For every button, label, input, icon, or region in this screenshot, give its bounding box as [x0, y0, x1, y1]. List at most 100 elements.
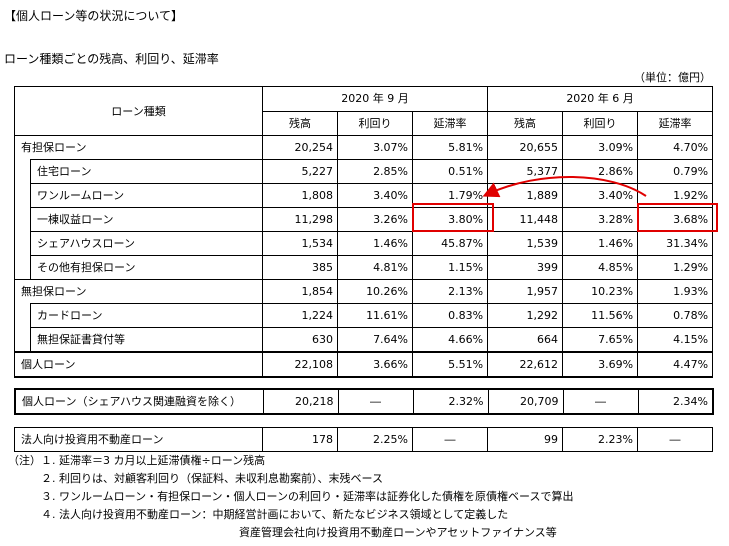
table-row: シェアハウスローン 1,534 1.46% 45.87% 1,539 1.46% 31.34… — [14, 231, 714, 256]
cell: 22,612 — [487, 351, 564, 378]
note-line: 資産管理会社向け投資用不動産ローンやアセットファイナンス等 — [8, 526, 557, 539]
cell: 2.25% — [337, 427, 413, 452]
cell: 7.64% — [337, 327, 414, 352]
cell: ― — [562, 389, 638, 414]
cell: 0.79% — [637, 159, 714, 184]
row-label: その他有担保ローン — [29, 255, 264, 280]
cell: 4.70% — [637, 135, 714, 160]
header-period-1: 2020 年 9 月 — [262, 86, 489, 112]
header-period-2: 2020 年 6 月 — [487, 86, 714, 112]
cell: 11,448 — [487, 207, 564, 232]
cell: 1.46% — [562, 231, 639, 256]
table-row: 法人向け投資用不動産ローン 178 2.25% ― 99 2.23% ― — [15, 427, 713, 452]
cell: 1,808 — [262, 183, 339, 208]
cell: 45.87% — [412, 231, 489, 256]
cell: 5.51% — [412, 351, 489, 378]
page-title: 【個人ローン等の状況について】 — [4, 9, 184, 23]
cell: 399 — [487, 255, 564, 280]
cell: 2.34% — [637, 389, 713, 414]
cell: 3.40% — [562, 183, 639, 208]
header-col: 利回り — [337, 110, 414, 136]
note-line: （注）１. 延滞率＝3 カ月以上延滞債権÷ローン残高 — [8, 454, 266, 467]
cell: 99 — [487, 427, 563, 452]
cell: 2.23% — [562, 427, 638, 452]
cell: 3.80% — [412, 207, 489, 232]
table-row: 無担保証書貸付等 630 7.64% 4.66% 664 7.65% 4.15% — [14, 327, 714, 352]
loan-status-table: ローン種類 2020 年 9 月 2020 年 6 月 残高 利回り 延滞率 残… — [13, 86, 714, 378]
cell: 1.46% — [337, 231, 414, 256]
cell: 3.07% — [337, 135, 414, 160]
row-label: 法人向け投資用不動産ローン — [21, 433, 164, 446]
cell: 664 — [487, 327, 564, 352]
header-col: 残高 — [487, 110, 564, 136]
cell: ― — [337, 389, 413, 414]
cell: 0.83% — [412, 303, 489, 328]
cell: 0.51% — [412, 159, 489, 184]
cell: 3.09% — [562, 135, 639, 160]
note-line: ２. 利回りは、対顧客利回り（保証料、未収利息勘案前）、末残ベース — [8, 472, 383, 485]
cell: 31.34% — [637, 231, 714, 256]
cell: 11,298 — [262, 207, 339, 232]
cell: 4.47% — [637, 351, 714, 378]
cell: ― — [412, 427, 488, 452]
cell: 11.61% — [337, 303, 414, 328]
cell: 20,655 — [487, 135, 564, 160]
cell: 7.65% — [562, 327, 639, 352]
cell: 3.40% — [337, 183, 414, 208]
header-col: 延滞率 — [637, 110, 714, 136]
cell: 20,218 — [262, 389, 338, 414]
excl-sharehouse-table: 個人ローン（シェアハウス関連融資を除く） 20,218 ― 2.32% 20,7… — [14, 388, 714, 415]
cell: 3.66% — [337, 351, 414, 378]
row-label: ワンルームローン — [29, 183, 264, 208]
cell: 4.81% — [337, 255, 414, 280]
row-label: 有担保ローン — [13, 135, 264, 160]
corporate-loan-table: 法人向け投資用不動産ローン 178 2.25% ― 99 2.23% ― — [14, 427, 713, 452]
cell: 1,534 — [262, 231, 339, 256]
unit-label: （単位：億円） — [634, 71, 711, 84]
row-label: 一棟収益ローン — [29, 207, 264, 232]
cell: 4.66% — [412, 327, 489, 352]
highlight-box-jun — [637, 203, 718, 232]
table-row: 一棟収益ローン 11,298 3.26% 3.80% 11,448 3.28% 3.68% — [14, 207, 714, 232]
table-row-total: 個人ローン 22,108 3.66% 5.51% 22,612 3.69% 4.47% — [13, 351, 714, 378]
row-label: 無担保ローン — [13, 279, 264, 304]
highlight-box-sep — [412, 203, 494, 232]
section-subtitle: ローン種類ごとの残高、利回り、延滞率 — [4, 52, 219, 66]
cell: 4.15% — [637, 327, 714, 352]
cell: ― — [637, 427, 713, 452]
cell: 3.26% — [337, 207, 414, 232]
header-col: 利回り — [562, 110, 639, 136]
row-label: 住宅ローン — [29, 159, 264, 184]
table-row: 無担保ローン 1,854 10.26% 2.13% 1,957 10.23% 1.93% — [13, 279, 714, 304]
cell: 1.15% — [412, 255, 489, 280]
cell: 10.23% — [562, 279, 639, 304]
cell: 11.56% — [562, 303, 639, 328]
cell: 3.28% — [562, 207, 639, 232]
cell: 5.81% — [412, 135, 489, 160]
cell: 3.68% — [637, 207, 714, 232]
cell: 0.78% — [637, 303, 714, 328]
header-loan-type: ローン種類 — [13, 86, 264, 136]
footnotes: （注）１. 延滞率＝3 カ月以上延滞債権÷ローン残高 ２. 利回りは、対顧客利回… — [8, 452, 573, 542]
cell: 2.85% — [337, 159, 414, 184]
cell: 1.29% — [637, 255, 714, 280]
cell: 4.85% — [562, 255, 639, 280]
cell: 1,292 — [487, 303, 564, 328]
cell: 178 — [262, 427, 338, 452]
table-row: 住宅ローン 5,227 2.85% 0.51% 5,377 2.86% 0.79% — [14, 159, 714, 184]
row-label: 個人ローン（シェアハウス関連融資を除く） — [22, 395, 242, 408]
row-label: 個人ローン — [13, 351, 264, 378]
cell: 2.13% — [412, 279, 489, 304]
note-line: ４. 法人向け投資用不動産ローン：中期経営計画において、新たなビジネス領域として… — [8, 508, 509, 521]
row-label: シェアハウスローン — [29, 231, 264, 256]
note-line: ３. ワンルームローン・有担保ローン・個人ローンの利回り・延滞率は証券化した債権… — [8, 490, 574, 503]
row-label: カードローン — [29, 303, 264, 328]
cell: 3.69% — [562, 351, 639, 378]
cell: 20,254 — [262, 135, 339, 160]
table-row: カードローン 1,224 11.61% 0.83% 1,292 11.56% 0.78% — [14, 303, 714, 328]
table-row: 個人ローン（シェアハウス関連融資を除く） 20,218 ― 2.32% 20,7… — [15, 389, 713, 414]
cell: 5,227 — [262, 159, 339, 184]
cell: 1,224 — [262, 303, 339, 328]
cell: 20,709 — [487, 389, 563, 414]
cell: 2.32% — [412, 389, 488, 414]
